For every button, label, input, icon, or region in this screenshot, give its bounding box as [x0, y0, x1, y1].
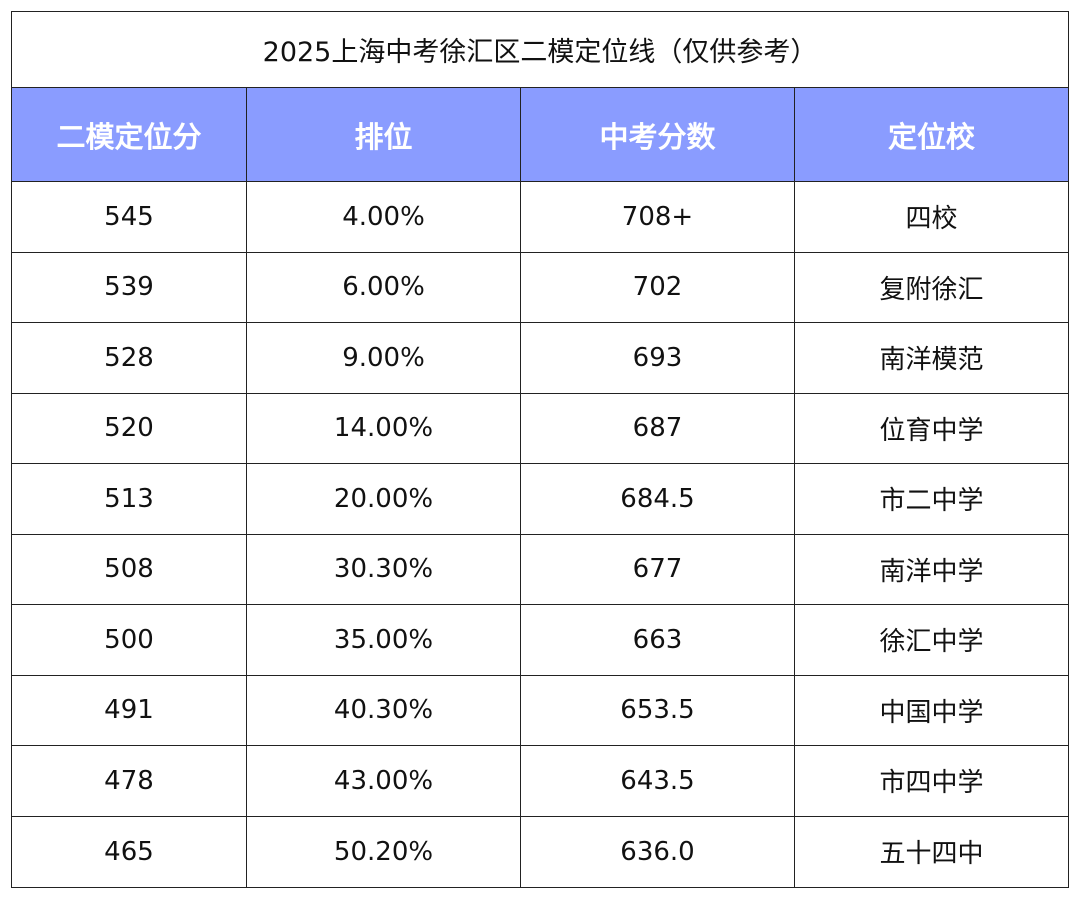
school-cell: 徐汇中学	[879, 627, 984, 658]
mock-score-cell: 508	[12, 534, 247, 604]
exam-score-cell: 643.5	[521, 746, 795, 816]
mock-score-cell: 478	[12, 746, 247, 816]
table-row: 478 43.00% 643.5 市四中学	[12, 746, 1068, 817]
school-cell: 南洋模范	[879, 345, 984, 376]
table-row: 520 14.00% 687 位育中学	[12, 393, 1068, 464]
table-title: 2025上海中考徐汇区二模定位线（仅供参考）	[12, 12, 1068, 88]
school-cell: 中国中学	[879, 697, 984, 728]
school-cell: 五十四中	[879, 839, 984, 870]
mock-score-cell: 500	[12, 605, 247, 675]
exam-score-cell: 687	[521, 393, 795, 463]
mock-score-cell: 539	[12, 252, 247, 322]
exam-score-cell: 677	[521, 534, 795, 604]
school-cell: 市四中学	[879, 768, 984, 799]
rank-cell: 35.00%	[247, 605, 521, 675]
rank-cell: 9.00%	[247, 323, 521, 393]
table-row: 528 9.00% 693 南洋模范	[12, 323, 1068, 394]
mock-score-cell: 513	[12, 464, 247, 534]
rank-cell: 30.30%	[247, 534, 521, 604]
table-row: 508 30.30% 677 南洋中学	[12, 534, 1068, 605]
table-header: 二模定位分 排位 中考分数 定位校	[12, 88, 1068, 182]
mock-score-cell: 545	[12, 182, 247, 252]
exam-score-cell: 684.5	[521, 464, 795, 534]
header-rank: 排位	[247, 88, 521, 181]
rank-cell: 40.30%	[247, 675, 521, 745]
rank-cell: 43.00%	[247, 746, 521, 816]
exam-score-cell: 702	[521, 252, 795, 322]
exam-score-cell: 663	[521, 605, 795, 675]
mock-score-cell: 528	[12, 323, 247, 393]
exam-score-cell: 708+	[521, 182, 795, 252]
exam-score-cell: 693	[521, 323, 795, 393]
table-row: 491 40.30% 653.5 中国中学	[12, 675, 1068, 746]
mock-score-cell: 491	[12, 675, 247, 745]
school-cell: 市二中学	[879, 486, 984, 517]
table-row: 500 35.00% 663 徐汇中学	[12, 605, 1068, 676]
school-cell: 复附徐汇	[879, 274, 984, 305]
rank-cell: 14.00%	[247, 393, 521, 463]
school-cell: 南洋中学	[879, 556, 984, 587]
table-row: 539 6.00% 702 复附徐汇	[12, 252, 1068, 323]
rank-cell: 6.00%	[247, 252, 521, 322]
rank-cell: 50.20%	[247, 816, 521, 887]
exam-score-cell: 653.5	[521, 675, 795, 745]
mock-score-cell: 465	[12, 816, 247, 887]
score-table: 2025上海中考徐汇区二模定位线（仅供参考） 二模定位分 排位 中考分数 定位校…	[11, 11, 1069, 888]
header-target-school: 定位校	[887, 119, 975, 154]
table-row: 465 50.20% 636.0 五十四中	[12, 816, 1068, 887]
table-row: 513 20.00% 684.5 市二中学	[12, 464, 1068, 535]
exam-score-cell: 636.0	[521, 816, 795, 887]
rank-cell: 20.00%	[247, 464, 521, 534]
school-cell: 四校	[905, 204, 958, 235]
header-mock-score: 二模定位分	[12, 88, 247, 181]
rank-cell: 4.00%	[247, 182, 521, 252]
header-exam-score: 中考分数	[521, 88, 795, 181]
school-cell: 位育中学	[879, 415, 984, 446]
mock-score-cell: 520	[12, 393, 247, 463]
table-row: 545 4.00% 708+ 四校	[12, 182, 1068, 253]
